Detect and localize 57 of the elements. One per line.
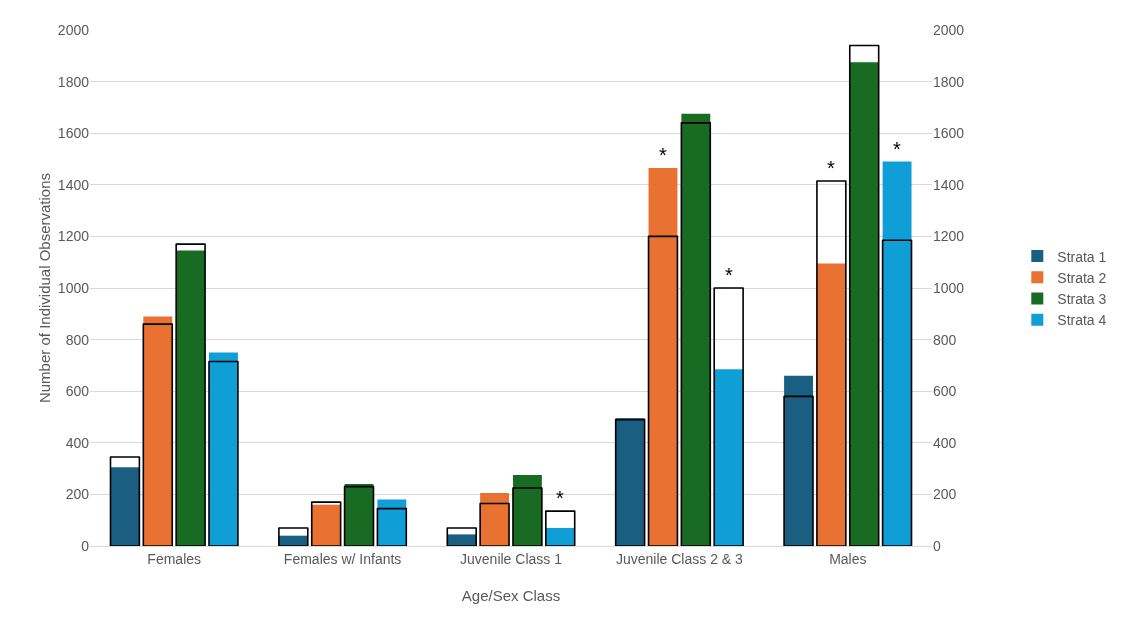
- y-tick-label: 1600: [57, 125, 90, 142]
- y-tick-label: 1800: [57, 73, 90, 90]
- bar: [816, 180, 847, 546]
- y2-tick-label: 800: [933, 331, 957, 348]
- y-tick-label: 200: [65, 486, 90, 503]
- bar: [479, 502, 510, 546]
- x-tick-label: Juvenile Class 1: [460, 550, 563, 567]
- bar: [784, 375, 813, 546]
- bar: [376, 507, 408, 546]
- bar: [881, 239, 913, 546]
- legend-label: Strata 4: [1057, 312, 1107, 329]
- y-tick-label: 400: [65, 434, 90, 451]
- x-axis-title: Age/Sex Class: [461, 587, 561, 604]
- annotation: *: [725, 264, 733, 286]
- y-tick-label: 600: [65, 383, 90, 400]
- x-tick-label: Females w/ Infants: [283, 550, 402, 567]
- bar: [110, 467, 140, 546]
- annotation: *: [659, 144, 667, 166]
- bar: [816, 263, 846, 546]
- y2-tick-label: 600: [933, 383, 957, 400]
- x-tick-label: Juvenile Class 2 & 3: [615, 550, 744, 567]
- bar: [648, 168, 678, 546]
- y2-tick-label: 1000: [933, 279, 965, 296]
- y-tick-label: 1200: [57, 228, 90, 245]
- annotation: *: [556, 487, 564, 509]
- legend-label: Strata 1: [1057, 248, 1107, 265]
- y-tick-label: 800: [65, 331, 90, 348]
- bar: [512, 487, 543, 546]
- annotation: *: [893, 138, 901, 160]
- x-tick-label: Females: [147, 550, 202, 567]
- bar: [446, 527, 477, 546]
- y2-tick-label: 1200: [933, 228, 965, 245]
- bar: [882, 161, 912, 546]
- bar: [714, 369, 744, 546]
- y-tick-label: 2000: [57, 21, 90, 38]
- bar: [713, 287, 744, 546]
- legend-label: Strata 3: [1057, 290, 1107, 307]
- y2-tick-label: 1400: [933, 176, 965, 193]
- y2-tick-label: 400: [933, 434, 957, 451]
- y2-tick-label: 1600: [933, 125, 965, 142]
- bar: [377, 499, 407, 546]
- y2-tick-label: 200: [933, 486, 957, 503]
- x-tick-label: Males: [829, 550, 867, 567]
- legend-label: Strata 2: [1057, 269, 1107, 286]
- bar: [545, 510, 576, 546]
- y-axis-title: Number of Individual Observations: [36, 172, 53, 404]
- bar: [647, 235, 679, 546]
- y2-tick-label: 2000: [933, 21, 965, 38]
- bar: [109, 456, 141, 546]
- y2-tick-label: 1800: [933, 73, 965, 90]
- y2-tick-label: 0: [933, 537, 941, 554]
- y-tick-label: 0: [81, 537, 90, 554]
- y-tick-label: 1400: [57, 176, 90, 193]
- annotation: *: [827, 157, 835, 179]
- bar: [783, 395, 814, 546]
- bar: [278, 527, 309, 546]
- y-tick-label: 1000: [57, 279, 90, 296]
